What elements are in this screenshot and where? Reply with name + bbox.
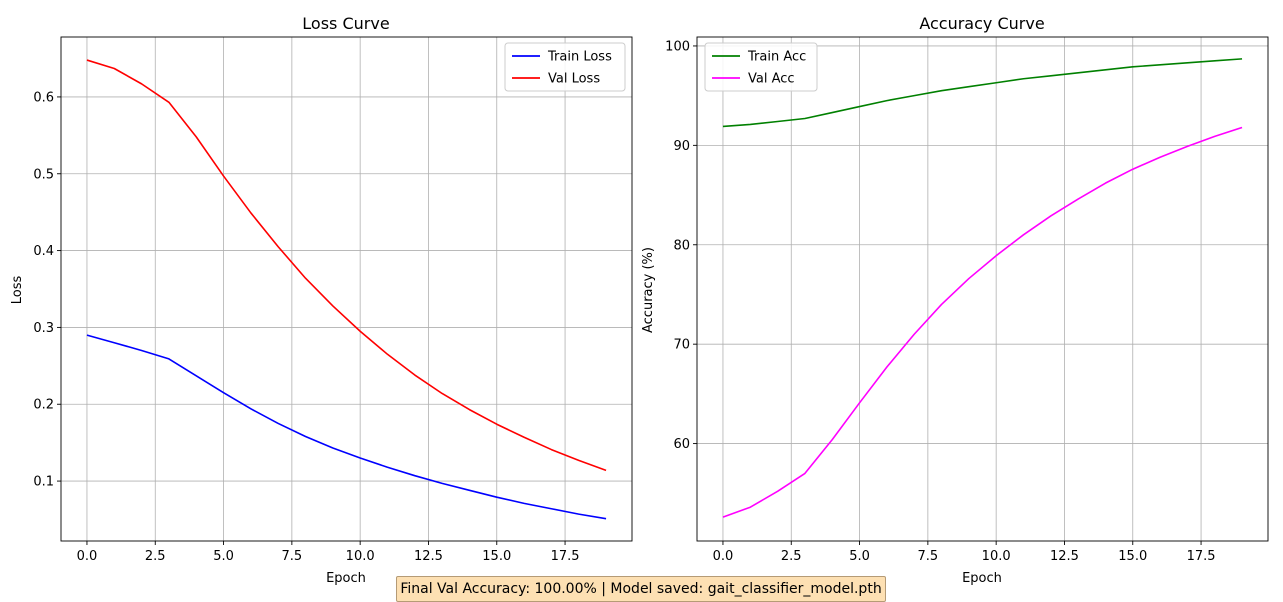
accuracy-ytick-label: 100 [665,39,690,54]
status-footer: Final Val Accuracy: 100.00% | Model save… [396,576,886,602]
loss-xtick-label: 12.5 [414,549,443,564]
loss-series-train-loss-line [86,334,607,520]
loss-axes-frame [60,36,633,542]
accuracy-chart-xlabel: Epoch [962,571,1002,586]
accuracy-xtick-label: 7.5 [918,549,939,564]
accuracy-chart-ylabel: Accuracy (%) [641,247,656,333]
loss-chart: Loss Curve Epoch Loss 0.0 2.5 5.0 7.5 10.0 12… [10,14,633,586]
accuracy-xtick-label: 10.0 [982,549,1011,564]
loss-legend-box [504,42,626,92]
loss-legend: Train Loss Val Loss [504,42,626,92]
loss-series-val-loss-line [86,59,607,472]
accuracy-chart-title: Accuracy Curve [919,14,1044,33]
loss-ytick-label: 0.3 [33,321,54,336]
loss-ytick-label: 0.5 [33,167,54,182]
accuracy-series-val-acc-line [722,126,1243,518]
loss-chart-xlabel: Epoch [326,571,366,586]
loss-legend-label-train-loss: Train Loss [547,50,612,65]
accuracy-axes-frame [696,36,1269,542]
loss-xtick-label: 7.5 [282,549,303,564]
accuracy-legend-label-val-acc: Val Acc [748,72,795,87]
loss-chart-ylabel: Loss [10,276,25,305]
accuracy-xtick-label: 17.5 [1187,549,1216,564]
accuracy-ytick-label: 90 [673,139,690,154]
accuracy-legend-box [704,42,818,92]
loss-xtick-label: 2.5 [145,549,166,564]
accuracy-series-train-acc-line [722,58,1243,128]
accuracy-xtick-label: 12.5 [1050,549,1079,564]
accuracy-xtick-label: 2.5 [781,549,802,564]
accuracy-ytick-label: 80 [673,238,690,253]
loss-chart-title: Loss Curve [302,14,389,33]
loss-xtick-label: 5.0 [213,549,234,564]
accuracy-xtick-label: 5.0 [849,549,870,564]
loss-ytick-label: 0.1 [33,475,54,490]
loss-ytick-label: 0.2 [33,398,54,413]
footer-text: Final Val Accuracy: 100.00% | Model save… [400,581,882,597]
accuracy-xtick-label: 15.0 [1118,549,1147,564]
loss-xtick-label: 17.5 [551,549,580,564]
accuracy-legend: Train Acc Val Acc [704,42,818,92]
accuracy-chart: Accuracy Curve Epoch Accuracy (%) 0.0 2.5… [641,14,1269,586]
loss-legend-label-val-loss: Val Loss [548,72,600,87]
loss-ytick-label: 0.6 [33,90,54,105]
accuracy-xtick-label: 0.0 [713,549,734,564]
accuracy-ytick-label: 60 [673,437,690,452]
loss-xtick-label: 10.0 [346,549,375,564]
loss-ytick-label: 0.4 [33,244,54,259]
loss-xtick-label: 0.0 [77,549,98,564]
accuracy-legend-label-train-acc: Train Acc [747,50,806,65]
accuracy-ytick-label: 70 [673,338,690,353]
loss-xtick-label: 15.0 [482,549,511,564]
